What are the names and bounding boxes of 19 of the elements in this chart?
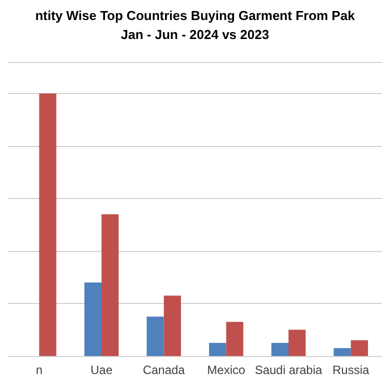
x-tick-label: Uae (90, 363, 113, 377)
x-tick-label: Mexico (207, 363, 246, 377)
bar (146, 316, 164, 356)
bar (39, 94, 56, 356)
bar (350, 340, 368, 356)
bar (102, 214, 119, 356)
bar (288, 330, 306, 356)
x-tick-label: Canada (142, 363, 186, 377)
x-tick-label: Saudi arabia (254, 363, 323, 377)
bar (164, 296, 181, 356)
bar (334, 348, 351, 356)
bar (84, 282, 102, 356)
bar (271, 342, 288, 356)
bar (226, 322, 244, 356)
bar (209, 342, 226, 356)
x-tick-label: n (36, 363, 43, 377)
chart-subtitle: Jan - Jun - 2024 vs 2023 (120, 27, 270, 42)
chart-title: ntity Wise Top Countries Buying Garment From Pak (35, 8, 356, 23)
x-tick-label: Russia (332, 363, 370, 377)
